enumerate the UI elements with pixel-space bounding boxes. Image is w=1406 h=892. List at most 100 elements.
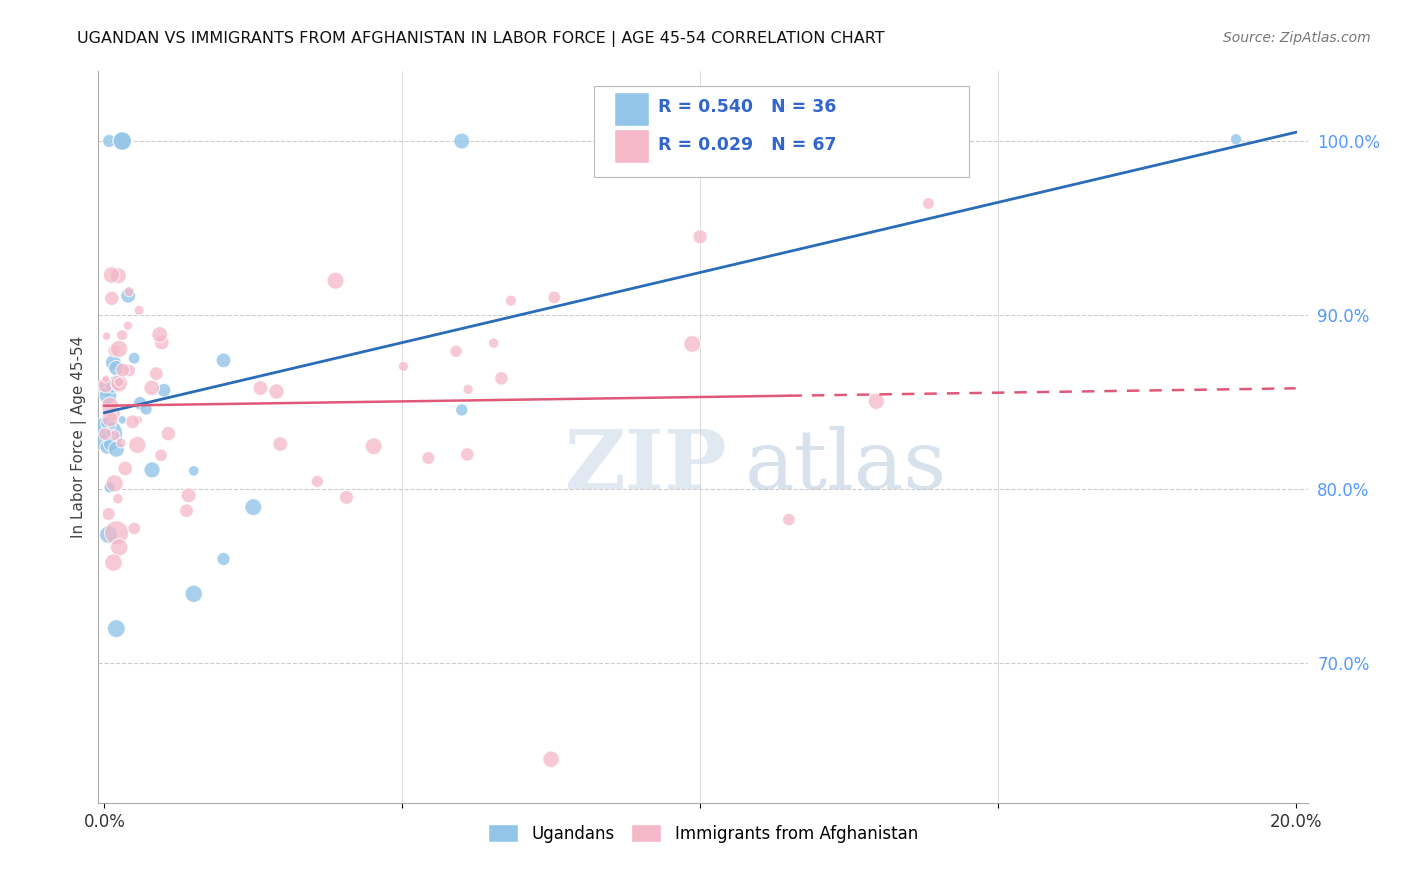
Point <box>107 268 129 283</box>
Point <box>96 382 118 396</box>
Point <box>127 413 149 427</box>
Point <box>100 268 122 282</box>
Point <box>689 229 711 244</box>
Point <box>104 428 127 442</box>
Point <box>98 134 121 148</box>
Point <box>98 399 121 413</box>
Point <box>212 353 235 368</box>
Point <box>111 134 134 148</box>
Point <box>266 384 288 399</box>
Point <box>114 461 136 475</box>
Point <box>96 329 118 343</box>
Point <box>212 552 235 566</box>
Point <box>482 336 505 351</box>
Point <box>128 303 150 318</box>
Point <box>183 587 205 601</box>
Point <box>157 426 180 441</box>
Point <box>917 196 939 211</box>
Point <box>122 351 145 366</box>
Point <box>681 337 703 351</box>
Text: UGANDAN VS IMMIGRANTS FROM AFGHANISTAN IN LABOR FORCE | AGE 45-54 CORRELATION CH: UGANDAN VS IMMIGRANTS FROM AFGHANISTAN I… <box>77 31 884 47</box>
Point <box>97 388 120 402</box>
Point <box>392 359 415 374</box>
Point <box>107 491 129 506</box>
Point <box>363 439 385 453</box>
Point <box>108 376 131 390</box>
Point <box>98 480 121 494</box>
Point <box>103 355 125 369</box>
Point <box>457 382 479 396</box>
Text: R = 0.540   N = 36: R = 0.540 N = 36 <box>658 98 837 116</box>
Point <box>450 403 472 417</box>
Point <box>183 464 205 478</box>
Point <box>103 556 125 570</box>
Point <box>94 427 117 442</box>
Point <box>108 541 131 555</box>
Point <box>97 507 120 521</box>
Point <box>444 344 467 359</box>
Point <box>778 513 800 527</box>
Point <box>108 342 131 356</box>
Point <box>94 378 117 392</box>
Point <box>111 413 134 427</box>
Point <box>94 427 117 442</box>
Point <box>117 288 139 302</box>
Point <box>103 407 125 421</box>
Point <box>98 437 121 451</box>
Point <box>149 327 172 342</box>
Point <box>491 371 513 385</box>
Text: atlas: atlas <box>745 426 948 507</box>
Point <box>98 425 121 440</box>
Point <box>122 521 145 535</box>
Point <box>94 372 117 386</box>
Point <box>105 525 128 540</box>
Point <box>98 412 121 426</box>
Point <box>141 381 163 395</box>
Point <box>269 437 291 451</box>
Point <box>97 527 120 541</box>
Point <box>153 383 176 397</box>
Point <box>101 379 124 393</box>
Point <box>450 134 472 148</box>
Text: ZIP: ZIP <box>565 426 727 507</box>
FancyBboxPatch shape <box>614 94 648 127</box>
Point <box>499 293 522 308</box>
Point <box>127 438 149 452</box>
Point <box>103 343 125 358</box>
Point <box>145 367 167 381</box>
Point <box>135 402 157 417</box>
Point <box>335 491 357 505</box>
Point <box>118 363 141 377</box>
Point <box>110 436 132 450</box>
Point <box>108 378 131 392</box>
FancyBboxPatch shape <box>595 86 969 178</box>
Point <box>129 396 152 410</box>
Point <box>176 504 198 518</box>
Point <box>242 500 264 515</box>
Point <box>121 415 143 429</box>
Point <box>104 375 127 389</box>
Point <box>865 394 887 409</box>
Point <box>325 274 347 288</box>
Text: Source: ZipAtlas.com: Source: ZipAtlas.com <box>1223 31 1371 45</box>
Point <box>150 448 173 462</box>
Point <box>540 752 562 766</box>
Point <box>105 622 128 636</box>
Point <box>100 417 122 432</box>
Point <box>111 363 134 377</box>
Point <box>96 416 118 430</box>
Text: R = 0.029   N = 67: R = 0.029 N = 67 <box>658 136 837 153</box>
Point <box>108 376 131 390</box>
Point <box>418 451 440 466</box>
Point <box>101 291 124 305</box>
Point <box>117 318 139 333</box>
Point <box>1225 132 1247 146</box>
Point <box>141 463 163 477</box>
Point <box>456 447 478 461</box>
Point <box>150 335 173 350</box>
Point <box>177 488 200 502</box>
Point <box>118 285 141 299</box>
Point <box>96 440 118 454</box>
Point <box>543 290 565 304</box>
Point <box>111 378 134 392</box>
